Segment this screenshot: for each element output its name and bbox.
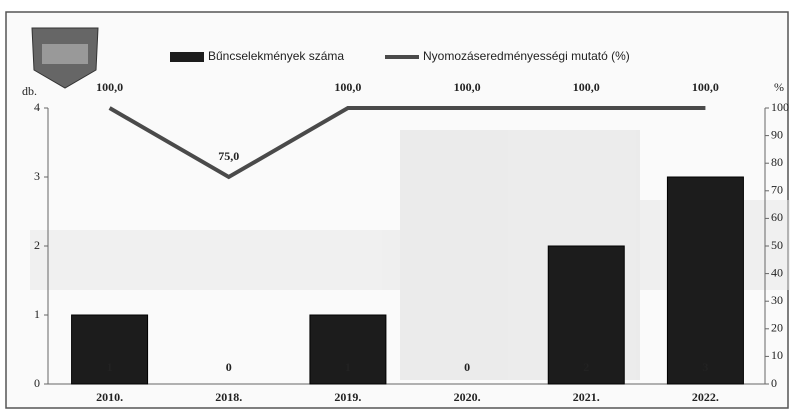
y2-tick-label: 80 (771, 155, 783, 169)
line-value-label: 100,0 (454, 80, 481, 94)
y-tick-label: 0 (34, 376, 40, 390)
x-tick-label: 2020. (454, 390, 481, 404)
y-tick-label: 4 (34, 100, 40, 114)
y2-tick-label: 90 (771, 127, 783, 141)
x-tick-label: 2019. (334, 390, 361, 404)
logo-band (42, 44, 88, 64)
y-tick-label: 2 (34, 238, 40, 252)
line-value-label: 100,0 (573, 80, 600, 94)
bar (71, 314, 149, 385)
legend-label: Bűncselekmények száma (208, 49, 344, 63)
y2-tick-label: 70 (771, 183, 783, 197)
legend-swatch (170, 52, 204, 62)
bar-value-label: 3 (702, 360, 708, 374)
x-tick-label: 2022. (692, 390, 719, 404)
bar-value-label: 2 (583, 360, 589, 374)
x-tick-label: 2010. (96, 390, 123, 404)
y2-tick-label: 10 (771, 348, 783, 362)
line-value-label: 100,0 (692, 80, 719, 94)
y2-tick-label: 50 (771, 238, 783, 252)
y-tick-label: 3 (34, 169, 40, 183)
y2-axis-label: % (774, 80, 784, 94)
bar-value-label: 1 (345, 360, 351, 374)
line (108, 106, 706, 180)
y2-tick-label: 100 (771, 100, 789, 114)
line-value-label: 100,0 (334, 80, 361, 94)
line-value-label: 75,0 (218, 149, 239, 163)
y2-tick-label: 40 (771, 265, 783, 279)
bar-value-label: 0 (226, 360, 232, 374)
line-value-label: 100,0 (96, 80, 123, 94)
bar (547, 245, 625, 385)
legend-label: Nyomozáseredményességi mutató (%) (423, 49, 630, 63)
x-tick-label: 2018. (215, 390, 242, 404)
y2-tick-label: 30 (771, 293, 783, 307)
bar (309, 314, 387, 385)
bar-value-label: 1 (107, 360, 113, 374)
building (30, 230, 400, 290)
y2-tick-label: 20 (771, 321, 783, 335)
bar (666, 176, 744, 385)
y-tick-label: 1 (34, 307, 40, 321)
y2-tick-label: 60 (771, 210, 783, 224)
logo (31, 27, 99, 89)
bar-value-label: 0 (464, 360, 470, 374)
x-tick-label: 2021. (573, 390, 600, 404)
y-axis-label: db. (22, 84, 37, 98)
y2-tick-label: 0 (771, 376, 777, 390)
